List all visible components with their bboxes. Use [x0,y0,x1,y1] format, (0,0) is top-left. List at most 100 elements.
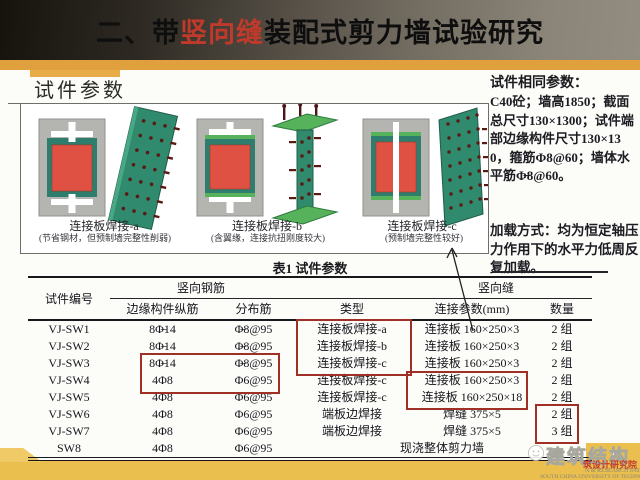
cell-distributed: Φ6@95 [234,373,273,387]
cell-distributed: Φ6@95 [234,407,273,421]
cell-edge-rebar: 4Φ8 [152,424,173,438]
connection-plate-c [438,107,489,227]
cell-joint-type: 端板边焊接 [322,424,383,438]
cell-joint-type: 连接板焊接-c [317,373,387,387]
watermark-brand: 建筑结构 [546,447,631,469]
cell-joint-params: 连接板 160×250×18 [421,390,523,404]
table-row: VJ-SW7 4Φ8 Φ6@95 端板边焊接 焊缝 375×5 3 组 [28,423,592,440]
bottom-right-accent [586,443,640,480]
cell-joint-params: 焊缝 375×5 [443,407,501,421]
section-heading: 试件参数 [34,80,126,102]
cell-joint-type: 连接板焊接-c [317,390,387,404]
specimen-diagrams [38,102,489,231]
table-header-row-1: 试件编号 竖向钢筋 竖向缝 [28,277,593,321]
diagram-note-b: (含翼缘，连接抗扭刚度较大) [211,233,325,243]
cell-distributed: Φ̶8@95 [234,339,273,353]
col-group-vertical-rebar: 竖向钢筋 [110,277,293,299]
table-row: VJ-SW2 8Φ̶14 Φ̶8@95 连接板焊接-b 连接板 160×250×3 2 组 [28,338,592,355]
cell-edge-rebar: 4Φ8 [152,373,173,387]
cell-joint-type: 端板边焊接 [322,407,383,421]
wall-specimen-b [196,118,264,217]
specimen-table: 试件编号 竖向钢筋 竖向缝 边缘构件纵筋 分布筋 类型 连接参数(mm) 数量 … [28,276,593,461]
cell-joint-params: 连接板 160×250×3 [424,322,520,336]
connection-plate-a [107,105,180,231]
cell-quantity: 2 组 [551,339,573,353]
bottom-accent-band [0,461,640,480]
cell-distributed: Φ̶8@95 [234,322,273,336]
wall-specimen-c [362,118,430,217]
table-row: SW8 4Φ8 Φ6@95 现浇整体剪力墙 [28,440,592,459]
cell-joint-params: 连接板 160×250×3 [424,373,520,387]
slide-header: 二、带竖向缝装配式剪力墙试验研究 [0,0,640,60]
cell-specimen-id: SW8 [57,441,81,455]
col-header-joint-type: 类型 [292,298,413,321]
cell-edge-rebar: 4Φ8 [152,441,173,455]
cell-quantity: 2 组 [551,407,573,421]
cell-quantity: 3 组 [551,424,573,438]
diagram-caption-c: 连接板焊接-c [387,219,457,233]
col-header-joint-params: 连接参数(mm) [412,298,533,321]
table-row: VJ-SW1 8Φ̶14 Φ̶8@95 连接板焊接-a 连接板 160×250×3 2 组 [28,320,592,338]
heading-accent-tab [30,70,120,77]
cell-specimen-id: VJ-SW1 [48,322,90,336]
col-header-quantity: 数量 [532,298,593,321]
cell-edge-rebar: 4Φ8 [152,407,173,421]
cell-specimen-id: VJ-SW5 [48,390,90,404]
table-header-row-2: 边缘构件纵筋 分布筋 类型 连接参数(mm) 数量 [28,298,593,321]
title-highlight: 竖向缝 [180,17,264,48]
watermark-institute: 筑设计研究院 [583,460,638,470]
cell-joint-params: 连接板 160×250×3 [424,339,520,353]
cell-joint-type: 连接板焊接-b [317,339,388,353]
common-params-body: C40砼；墙高1850；截面总尺寸130×1300；试件端部边缘构件尺寸130×… [490,94,634,183]
cell-distributed: Φ6@95 [234,441,273,455]
col-header-specimen-id: 试件编号 [28,277,110,321]
cell-edge-rebar: 8Φ̶14 [149,356,176,370]
diagram-note-c: (预制墙完整性较好) [385,233,463,243]
table-row: VJ-SW3 8Φ̶14 Φ̶8@95 连接板焊接-c 连接板 160×250×3 2 组 [28,355,592,372]
title-prefix: 二、带 [96,17,180,48]
cell-distributed: Φ6@95 [234,390,273,404]
loading-underline [492,271,608,273]
cell-specimen-id: VJ-SW2 [48,339,90,353]
cell-joint-type: 连接板焊接-c [317,356,387,370]
cell-quantity: 2 组 [551,373,573,387]
cell-specimen-id: VJ-SW6 [48,407,90,421]
wall-specimen-a [38,118,106,217]
cell-specimen-id: VJ-SW4 [48,373,90,387]
brand-logo-icon [528,445,544,461]
cell-quantity: 2 组 [551,322,573,336]
table-row: VJ-SW4 4Φ8 Φ6@95 连接板焊接-c 连接板 160×250×3 2 组 [28,372,592,389]
cell-joint-params: 连接板 160×250×3 [424,356,520,370]
heading-underline [8,103,20,104]
table-title: 表1 试件参数 [272,261,348,276]
cell-merged-cast-in-place: 现浇整体剪力墙 [400,441,485,455]
title-suffix: 装配式剪力墙试验研究 [264,17,544,48]
diagram-caption-a: 连接板焊接-a [69,219,139,233]
col-header-edge-longitudinal: 边缘构件纵筋 [110,298,215,321]
slide-title: 二、带竖向缝装配式剪力墙试验研究 [96,11,544,50]
table-row: VJ-SW6 4Φ8 Φ6@95 端板边焊接 焊缝 375×5 2 组 [28,406,592,423]
col-header-distributed: 分布筋 [215,298,293,321]
connection-plate-b [271,102,339,225]
cell-quantity: 2 组 [551,390,573,404]
cell-distributed: Φ̶8@95 [234,356,273,370]
watermark-institute-en: N & RESEARCH INST [585,468,640,474]
specimen-diagram-box [20,102,489,254]
col-group-vertical-joint: 竖向缝 [292,277,593,299]
cell-distributed: Φ6@95 [234,424,273,438]
accent-stripe [0,60,640,70]
cell-edge-rebar: 8Φ̶14 [149,322,176,336]
cell-joint-params: 焊缝 375×5 [443,424,501,438]
cell-specimen-id: VJ-SW3 [48,356,90,370]
watermark-university: SOUTH CHINA UNIVERSITY OF TECHNOLOGY [540,474,640,480]
cell-quantity: 2 组 [551,356,573,370]
cell-edge-rebar: 8Φ̶14 [149,339,176,353]
table-row: VJ-SW5 4Φ8 Φ6@95 连接板焊接-c 连接板 160×250×18 2 组 [28,389,592,406]
diagram-note-a: (节省钢材，但预制墙完整性削弱) [39,233,171,243]
cell-joint-type: 连接板焊接-a [317,322,387,336]
cell-specimen-id: VJ-SW7 [48,424,90,438]
cell-edge-rebar: 4Φ8 [152,390,173,404]
common-params-title: 试件相同参数： [490,76,588,91]
diagram-caption-b: 连接板焊接-b [232,219,302,233]
